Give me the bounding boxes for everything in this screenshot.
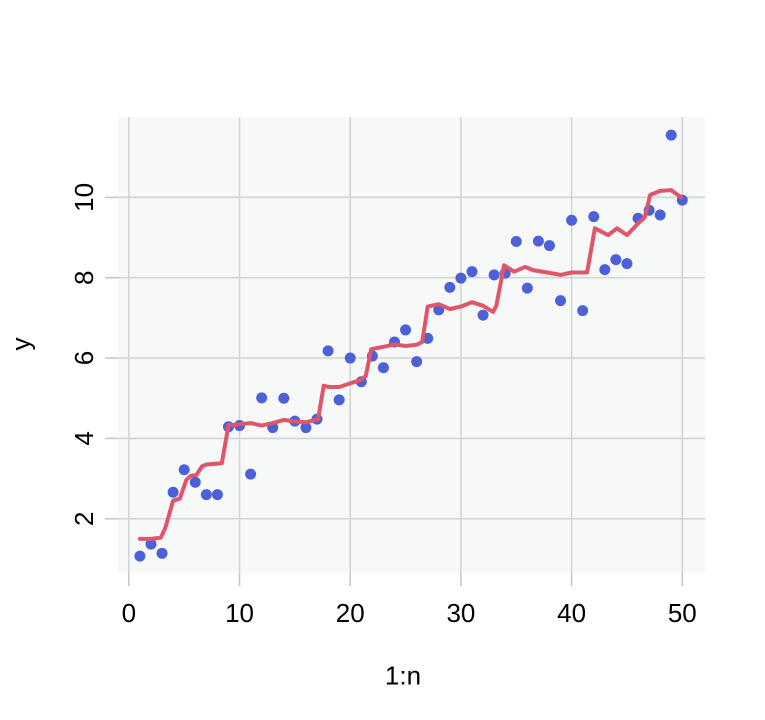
data-point [189, 476, 201, 488]
data-point [300, 422, 312, 434]
data-point [178, 464, 190, 476]
y-tick-label: 6 [69, 351, 99, 365]
data-point [588, 211, 600, 223]
data-point [488, 269, 500, 281]
y-axis-label: y [5, 337, 36, 351]
x-tick-label: 30 [446, 598, 475, 628]
x-tick-label: 20 [336, 598, 365, 628]
data-point [521, 282, 533, 294]
data-point [156, 547, 168, 559]
smoother-line [137, 188, 684, 541]
data-point [610, 254, 622, 266]
data-point [654, 209, 666, 221]
data-point [566, 214, 578, 226]
y-tick-label: 2 [69, 512, 99, 526]
data-point [145, 538, 157, 550]
x-tick-label: 0 [122, 598, 136, 628]
x-tick-label: 40 [557, 598, 586, 628]
data-point [278, 392, 290, 404]
data-point [333, 394, 345, 406]
data-point [444, 281, 456, 293]
data-point [543, 240, 555, 252]
x-tick-label: 50 [668, 598, 697, 628]
data-point [377, 362, 389, 374]
y-tick-label: 10 [69, 183, 99, 212]
data-point [134, 550, 146, 562]
data-point [665, 129, 677, 141]
data-point [532, 235, 544, 247]
data-point [599, 264, 611, 276]
y-tick-label: 4 [69, 431, 99, 445]
data-point [245, 468, 257, 480]
data-point [510, 236, 522, 248]
data-point [411, 356, 423, 368]
data-point [167, 486, 179, 498]
data-point [200, 489, 212, 501]
x-axis-label: 1:n [384, 660, 422, 691]
data-point [477, 309, 489, 321]
x-tick-label: 10 [225, 598, 254, 628]
data-point [256, 392, 268, 404]
data-point [577, 305, 589, 317]
data-point [344, 352, 356, 364]
data-point [466, 266, 478, 278]
data-point [455, 272, 467, 284]
data-point [621, 258, 633, 270]
data-point [211, 489, 223, 501]
y-tick-label: 8 [69, 270, 99, 284]
data-point [555, 295, 567, 307]
data-point [322, 345, 334, 357]
data-point [400, 324, 412, 336]
